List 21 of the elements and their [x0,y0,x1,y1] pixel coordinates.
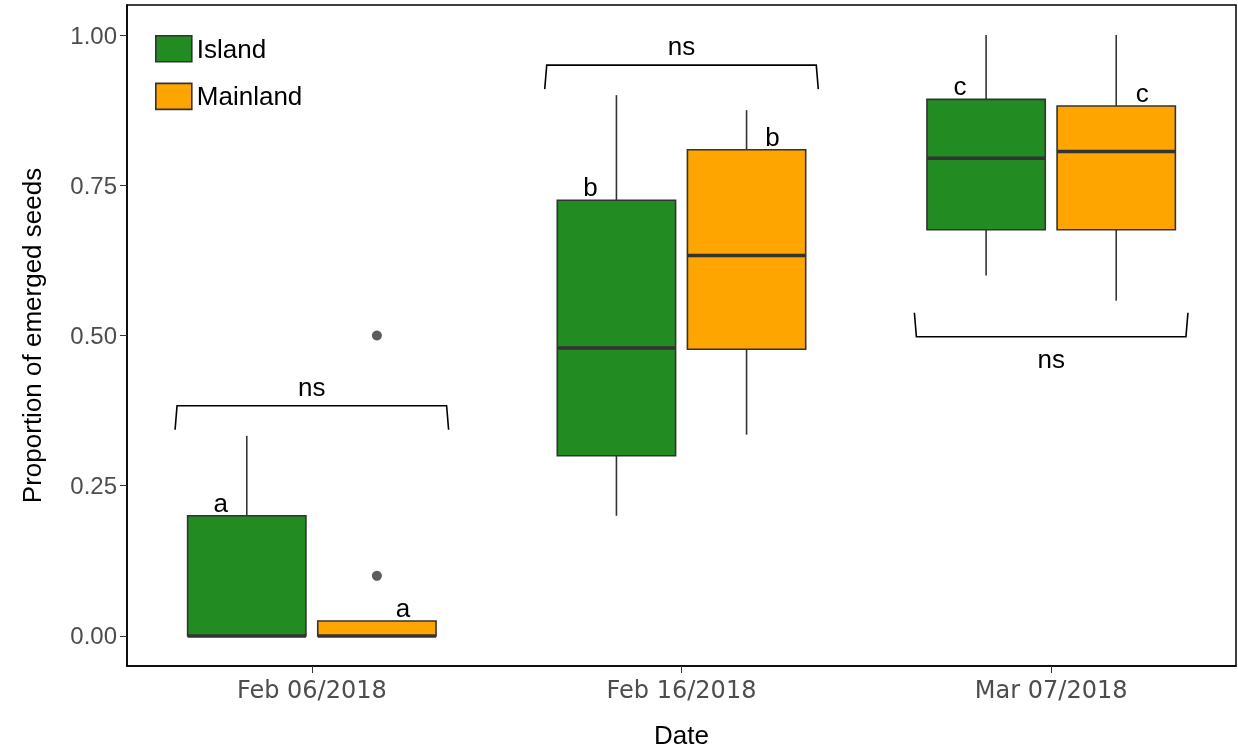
annotation: b [583,172,598,203]
annotation: ns [1037,343,1065,374]
annotation: a [213,487,229,518]
x-tick-label: Feb 06/2018 [236,676,387,704]
x-axis-title: Date [654,720,709,750]
annotation: a [395,592,411,623]
legend-label: Mainland [196,81,303,112]
y-tick-label: 0.25 [70,472,117,500]
annotation: c [953,71,967,102]
legend-label: Island [196,33,267,64]
y-tick-label: 0.75 [70,171,117,199]
y-axis-title: Proportion of emerged seeds [17,167,47,504]
annotation: ns [667,31,696,62]
y-tick-label: 1.00 [70,21,117,49]
y-tick-label: 0.50 [70,322,117,349]
annotation: ns [298,371,326,402]
x-tick-label: Mar 07/2018 [974,676,1128,704]
annotation: b [765,121,780,152]
y-tick-label: 0.00 [70,622,117,650]
x-tick-label: Feb 16/2018 [606,676,757,704]
annotation: c [1135,77,1149,108]
